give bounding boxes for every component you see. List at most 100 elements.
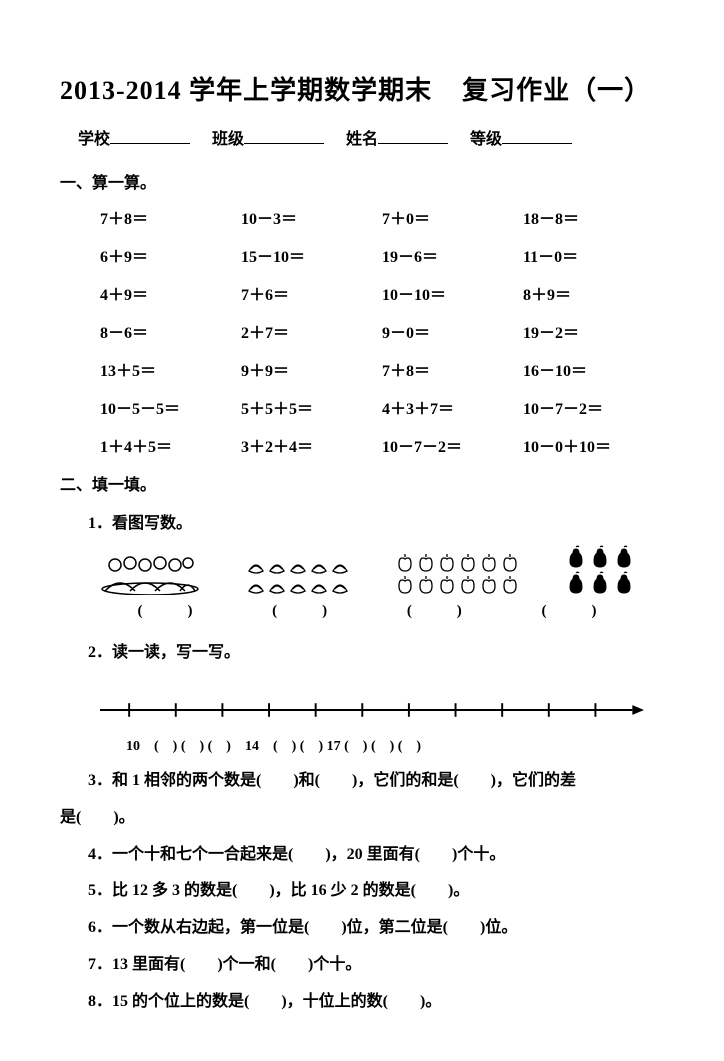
calc-cell: 5＋5＋5＝ <box>241 395 382 419</box>
calc-cell: 1＋4＋5＝ <box>100 433 241 457</box>
paren-blank[interactable]: ( ) <box>369 599 499 620</box>
student-info-line: 学校 班级 姓名 等级 <box>60 125 664 149</box>
nut-icon <box>330 557 350 575</box>
calc-row: 10－5－5＝ 5＋5＋5＝ 4＋3＋7＝ 10－7－2＝ <box>100 395 664 419</box>
pear-icon <box>614 545 634 569</box>
section-1-heading: 一、算一算。 <box>60 169 664 193</box>
calc-cell: 7＋8＝ <box>382 357 523 381</box>
apple-icon <box>479 575 499 595</box>
apple-icon <box>437 553 457 573</box>
apples-group <box>395 553 520 595</box>
calc-cell: 8＋9＝ <box>523 281 664 305</box>
apple-icon <box>500 553 520 573</box>
apple-icon <box>500 575 520 595</box>
calc-cell: 2＋7＝ <box>241 319 382 343</box>
title-part-b: 复习作业（一） <box>462 76 651 105</box>
calc-cell: 10－0＋10＝ <box>523 433 664 457</box>
nut-icon <box>288 577 308 595</box>
calc-cell: 3＋2＋4＝ <box>241 433 382 457</box>
calc-cell: 15－10＝ <box>241 243 382 267</box>
apple-icon <box>437 575 457 595</box>
apple-icon <box>416 553 436 573</box>
label-grade: 等级 <box>470 131 502 148</box>
calc-cell: 7＋6＝ <box>241 281 382 305</box>
apple-icon <box>479 553 499 573</box>
number-line-labels: 10 ( ) ( ) ( ) 14 ( ) ( ) 17 ( ) ( ) ( ) <box>100 735 644 755</box>
apple-icon <box>416 575 436 595</box>
blank-school[interactable] <box>110 129 190 144</box>
calc-cell: 7＋0＝ <box>382 205 523 229</box>
question-5: 5．比 12 多 3 的数是( )，比 16 少 2 的数是( )。 <box>88 873 664 910</box>
calc-row: 13＋5＝ 9＋9＝ 7＋8＝ 16－10＝ <box>100 357 664 381</box>
calc-cell: 9＋9＝ <box>241 357 382 381</box>
nuts-group <box>246 557 350 595</box>
question-3a: 3．和 1 相邻的两个数是( )和( )，它们的和是( )，它们的差 <box>88 763 664 800</box>
calc-cell: 19－2＝ <box>523 319 664 343</box>
flowers-icon <box>100 553 200 595</box>
paren-blank[interactable]: ( ) <box>100 599 230 620</box>
calc-row: 4＋9＝ 7＋6＝ 10－10＝ 8＋9＝ <box>100 281 664 305</box>
calc-row: 8－6＝ 2＋7＝ 9－0＝ 19－2＝ <box>100 319 664 343</box>
paren-blank[interactable]: ( ) <box>235 599 365 620</box>
flowers-group <box>100 553 200 595</box>
paren-blank[interactable]: ( ) <box>504 599 634 620</box>
question-2: 2．读一读，写一写。 <box>88 638 664 662</box>
section-2-heading: 二、填一填。 <box>60 471 664 495</box>
calc-row: 7＋8＝ 10－3＝ 7＋0＝ 18－8＝ <box>100 205 664 229</box>
apple-icon <box>458 575 478 595</box>
nut-icon <box>246 557 266 575</box>
nut-icon <box>267 557 287 575</box>
calc-cell: 4＋9＝ <box>100 281 241 305</box>
number-line-icon <box>100 690 644 730</box>
calc-cell: 11－0＝ <box>523 243 664 267</box>
blank-name[interactable] <box>378 129 448 144</box>
calc-grid: 7＋8＝ 10－3＝ 7＋0＝ 18－8＝ 6＋9＝ 15－10＝ 19－6＝ … <box>60 205 664 457</box>
number-line-wrap: 10 ( ) ( ) ( ) 14 ( ) ( ) 17 ( ) ( ) ( ) <box>60 674 664 763</box>
question-7: 7．13 里面有( )个一和( )个十。 <box>88 947 664 984</box>
calc-row: 1＋4＋5＝ 3＋2＋4＝ 10－7－2＝ 10－0＋10＝ <box>100 433 664 457</box>
calc-cell: 10－5－5＝ <box>100 395 241 419</box>
paren-row: ( ) ( ) ( ) ( ) <box>60 599 664 620</box>
calc-row: 6＋9＝ 15－10＝ 19－6＝ 11－0＝ <box>100 243 664 267</box>
pear-icon <box>566 571 586 595</box>
worksheet-page: 2013-2014 学年上学期数学期末复习作业（一） 学校 班级 姓名 等级 一… <box>0 0 724 1061</box>
blank-class[interactable] <box>244 129 324 144</box>
question-4: 4．一个十和七个一合起来是( )，20 里面有( )个十。 <box>88 837 664 874</box>
nut-icon <box>309 557 329 575</box>
pear-icon <box>590 571 610 595</box>
page-title: 2013-2014 学年上学期数学期末复习作业（一） <box>60 70 664 107</box>
nut-icon <box>267 577 287 595</box>
label-class: 班级 <box>212 131 244 148</box>
nut-icon <box>309 577 329 595</box>
label-name: 姓名 <box>346 131 378 148</box>
pear-icon <box>614 571 634 595</box>
nut-icon <box>330 577 350 595</box>
label-school: 学校 <box>78 131 110 148</box>
questions-block: 3．和 1 相邻的两个数是( )和( )，它们的和是( )，它们的差 是( )。… <box>60 763 664 1021</box>
question-3b: 是( )。 <box>60 800 664 837</box>
pear-icon <box>566 545 586 569</box>
pear-icon <box>590 545 610 569</box>
calc-cell: 19－6＝ <box>382 243 523 267</box>
question-1: 1．看图写数。 <box>88 509 664 533</box>
question-8: 8．15 的个位上的数是( )，十位上的数( )。 <box>88 984 664 1021</box>
apple-icon <box>458 553 478 573</box>
calc-cell: 7＋8＝ <box>100 205 241 229</box>
calc-cell: 16－10＝ <box>523 357 664 381</box>
calc-cell: 8－6＝ <box>100 319 241 343</box>
calc-cell: 9－0＝ <box>382 319 523 343</box>
calc-cell: 10－10＝ <box>382 281 523 305</box>
pictures-row <box>60 545 664 595</box>
pears-group <box>566 545 634 595</box>
calc-cell: 13＋5＝ <box>100 357 241 381</box>
calc-cell: 18－8＝ <box>523 205 664 229</box>
calc-cell: 10－3＝ <box>241 205 382 229</box>
calc-cell: 4＋3＋7＝ <box>382 395 523 419</box>
calc-cell: 6＋9＝ <box>100 243 241 267</box>
question-6: 6．一个数从右边起，第一位是( )位，第二位是( )位。 <box>88 910 664 947</box>
calc-cell: 10－7－2＝ <box>382 433 523 457</box>
calc-cell: 10－7－2＝ <box>523 395 664 419</box>
nut-icon <box>246 577 266 595</box>
blank-grade[interactable] <box>502 129 572 144</box>
apple-icon <box>395 553 415 573</box>
